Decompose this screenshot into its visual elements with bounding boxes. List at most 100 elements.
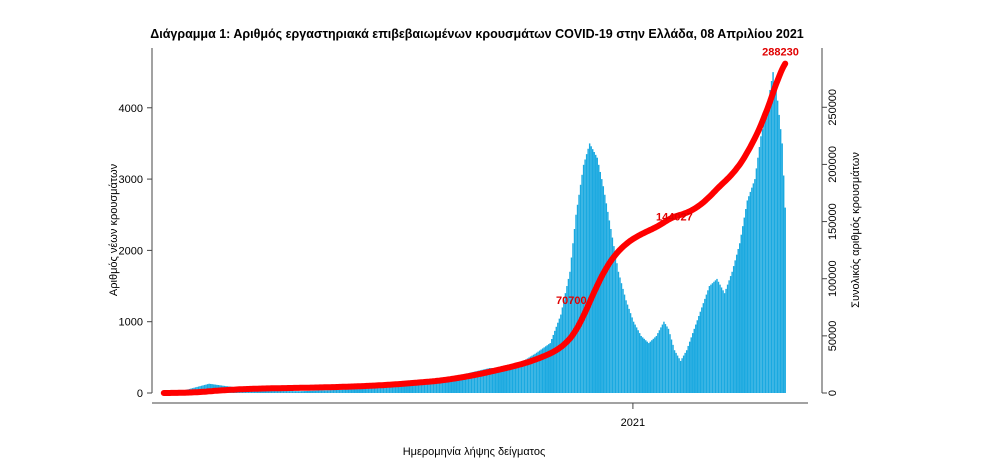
bar <box>647 342 648 393</box>
bar <box>710 285 711 393</box>
bar <box>325 390 326 393</box>
bar <box>290 391 291 393</box>
bar <box>312 391 313 393</box>
bar <box>343 390 344 393</box>
bar <box>316 391 317 393</box>
bar <box>349 389 350 393</box>
bar <box>777 101 778 393</box>
bar <box>336 390 337 393</box>
bar <box>583 165 584 393</box>
bar <box>597 158 598 393</box>
bar <box>589 143 590 393</box>
bar <box>753 183 754 393</box>
bar <box>590 146 591 393</box>
bar <box>307 391 308 393</box>
bar <box>727 285 728 393</box>
bar <box>730 276 731 393</box>
bar <box>781 143 782 393</box>
bar <box>560 315 561 393</box>
bar <box>309 391 310 393</box>
bar <box>348 389 349 393</box>
y2-tick-label: 250000 <box>827 89 839 126</box>
bar <box>701 307 702 393</box>
bar <box>644 339 645 393</box>
bar <box>651 340 652 393</box>
bar <box>725 289 726 393</box>
bar <box>640 336 641 393</box>
bar <box>766 108 767 393</box>
bar <box>328 390 329 393</box>
bar <box>324 390 325 393</box>
bar <box>695 325 696 393</box>
bar <box>287 391 288 393</box>
bar <box>292 391 293 393</box>
bar <box>569 272 570 393</box>
bar <box>671 340 672 393</box>
bar <box>289 391 290 393</box>
bar <box>295 391 296 393</box>
bar <box>286 391 287 393</box>
cumulative-line-series <box>164 64 785 393</box>
bar <box>345 389 346 393</box>
bar <box>650 342 651 393</box>
bar <box>678 358 679 393</box>
bar <box>351 389 352 393</box>
bar <box>425 384 426 393</box>
bar <box>718 282 719 393</box>
bar <box>775 91 776 393</box>
bar <box>342 390 343 393</box>
bar <box>675 353 676 393</box>
bar <box>686 350 687 393</box>
bar <box>681 358 682 393</box>
x-axis-label: Ημερομηνία λήψης δείγματος <box>403 446 546 458</box>
bar <box>357 389 358 393</box>
y-tick-label: 3000 <box>119 174 143 186</box>
bar <box>771 81 772 393</box>
bar <box>509 367 510 393</box>
bar <box>634 325 635 393</box>
bar <box>719 285 720 393</box>
bar <box>280 391 281 393</box>
bar <box>302 391 303 393</box>
bar <box>557 323 558 393</box>
bar <box>731 272 732 393</box>
bar <box>430 383 431 393</box>
bar <box>609 220 610 393</box>
bar <box>653 339 654 393</box>
bar <box>298 391 299 393</box>
bar <box>707 290 708 393</box>
bar <box>586 154 587 393</box>
bar <box>422 384 423 393</box>
bar <box>356 389 357 393</box>
bar <box>581 175 582 393</box>
bar <box>319 391 320 393</box>
y-tick-label: 1000 <box>119 317 143 329</box>
bar <box>592 149 593 393</box>
bar <box>733 266 734 393</box>
bar <box>622 289 623 393</box>
bar <box>716 279 717 393</box>
bar <box>665 324 666 393</box>
bar <box>621 283 622 393</box>
bar <box>631 317 632 393</box>
bar <box>674 350 675 393</box>
cumulative-label: 144027 <box>656 211 693 223</box>
bar <box>728 280 729 393</box>
bar <box>687 346 688 393</box>
bar <box>296 391 297 393</box>
bar <box>637 330 638 393</box>
bar <box>656 336 657 393</box>
bar <box>639 333 640 393</box>
chart-title: Διάγραμμα 1: Αριθμός εργαστηριακά επιβεβ… <box>150 27 804 41</box>
bar <box>359 389 360 393</box>
bar <box>663 322 664 393</box>
bar <box>604 195 605 393</box>
bar <box>572 243 573 393</box>
bar <box>697 320 698 393</box>
cumulative-label: 70700 <box>556 295 587 307</box>
y-tick-label: 0 <box>137 388 143 400</box>
cumulative-line <box>164 64 785 393</box>
bar <box>772 72 773 393</box>
bar <box>305 391 306 393</box>
bar <box>281 391 282 393</box>
